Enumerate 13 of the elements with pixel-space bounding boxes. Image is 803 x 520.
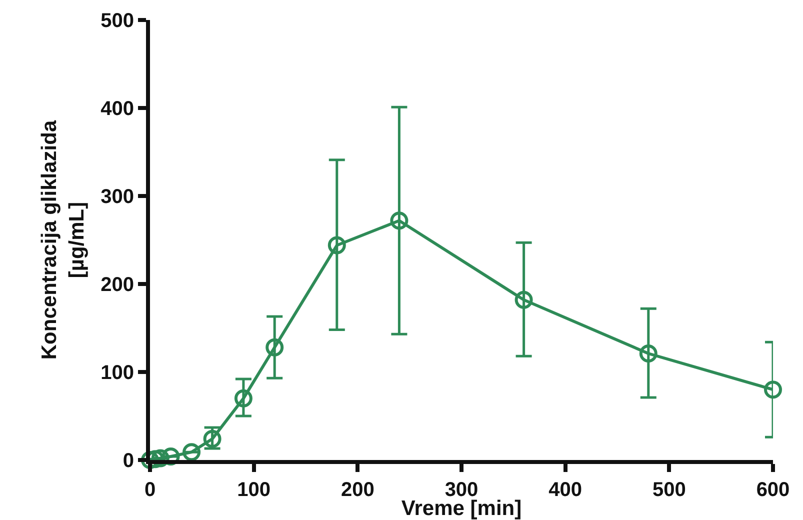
y-tick-label: 400 [100,98,134,120]
y-tick-label: 300 [100,186,134,208]
x-tick-label: 500 [652,479,686,501]
x-tick-label: 0 [144,479,156,501]
y-tick-label: 100 [100,362,134,384]
y-tick-label: 0 [122,450,134,472]
x-tick-label: 200 [340,479,374,501]
y-tick-label: 200 [100,274,134,296]
x-tick-label: 100 [237,479,271,501]
y-tick-label: 500 [100,10,134,32]
x-tick-label: 600 [756,479,790,501]
y-axis-title: Koncentracija gliklazida [µg/mL] [38,120,88,360]
x-tick-label: 400 [548,479,582,501]
